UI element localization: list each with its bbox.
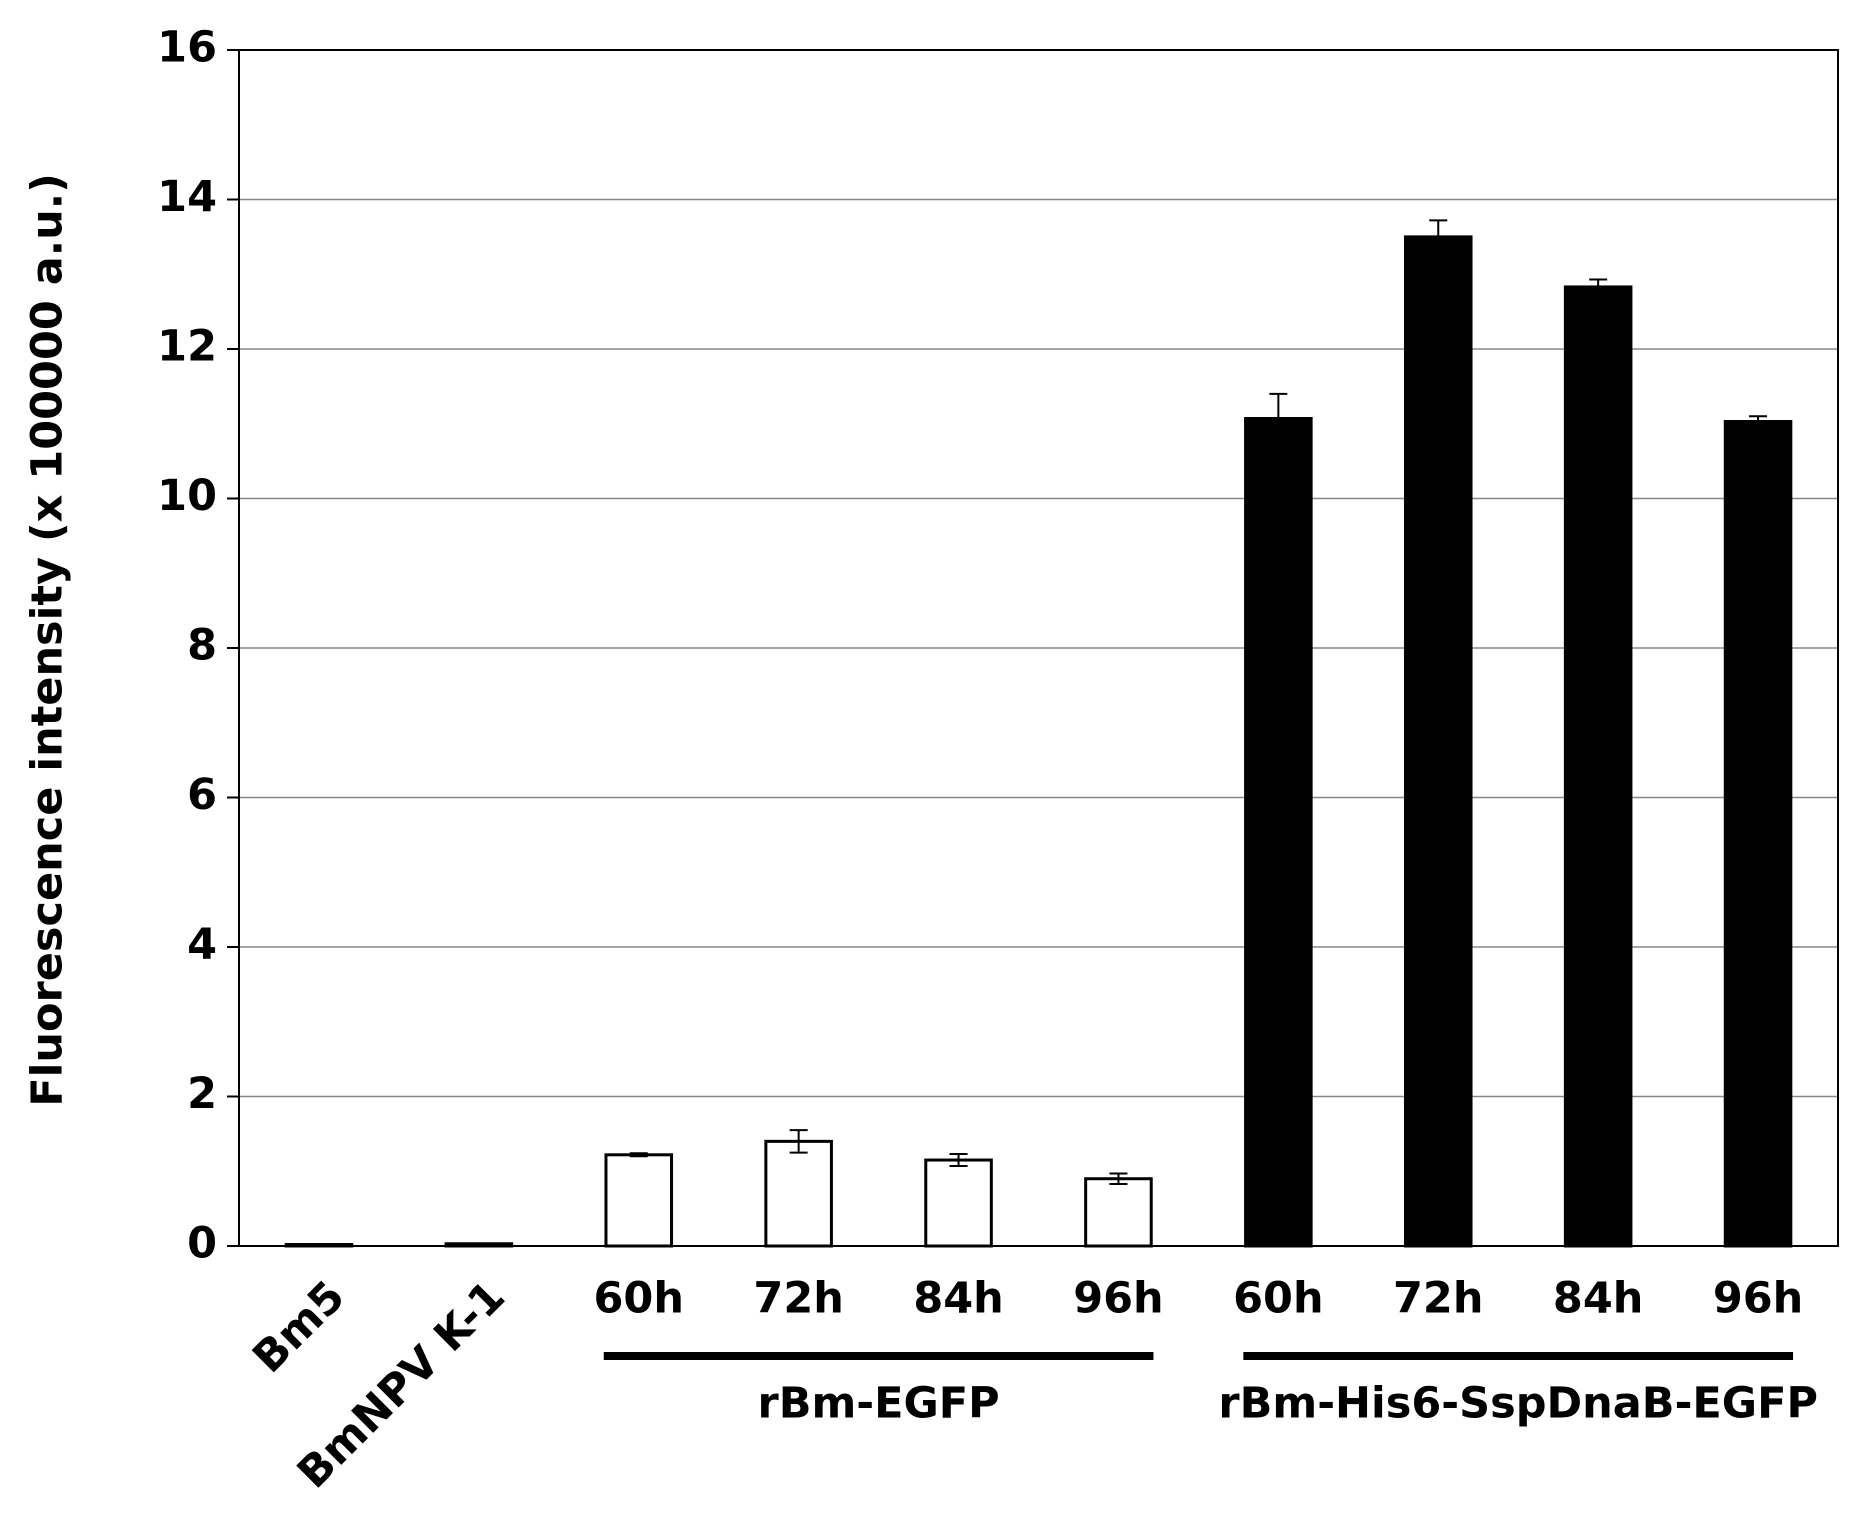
bar (1723, 420, 1793, 1248)
bar (924, 1158, 993, 1248)
y-tick-label: 10 (157, 471, 217, 521)
y-tick-label: 4 (187, 920, 217, 970)
x-tick-label: 60h (1233, 1274, 1323, 1324)
bar (604, 1153, 674, 1248)
y-tick-label: 0 (187, 1219, 217, 1269)
x-tick-label: 84h (1553, 1274, 1643, 1324)
bar (764, 1139, 833, 1248)
x-tick-label: 60h (594, 1274, 684, 1324)
bar (1563, 285, 1633, 1248)
y-tick-label: 12 (157, 322, 217, 372)
group-label: rBm-EGFP (757, 1379, 999, 1429)
plot-frame (238, 49, 1839, 1247)
y-tick-label: 16 (157, 23, 217, 73)
x-tick-label: 84h (913, 1274, 1003, 1324)
y-tick-label: 8 (187, 621, 217, 671)
y-tick-label: 6 (187, 770, 217, 820)
x-tick-label: 72h (1393, 1274, 1483, 1324)
x-tick-label: 96h (1073, 1274, 1163, 1324)
y-tick-label: 14 (157, 172, 217, 222)
bar (1244, 417, 1313, 1248)
x-tick-label: 72h (753, 1274, 843, 1324)
y-axis-label: Fluorescence intensity (x 100000 a.u.) (23, 173, 73, 1107)
bar (284, 1243, 354, 1248)
bar (1084, 1177, 1153, 1248)
x-tick-label: 96h (1713, 1274, 1803, 1324)
y-tick-label: 2 (187, 1069, 217, 1119)
x-tick-label: Bm5 (243, 1272, 354, 1383)
bar (1403, 235, 1473, 1248)
bar (444, 1242, 514, 1248)
group-label: rBm-His6-SspDnaB-EGFP (1218, 1379, 1818, 1429)
